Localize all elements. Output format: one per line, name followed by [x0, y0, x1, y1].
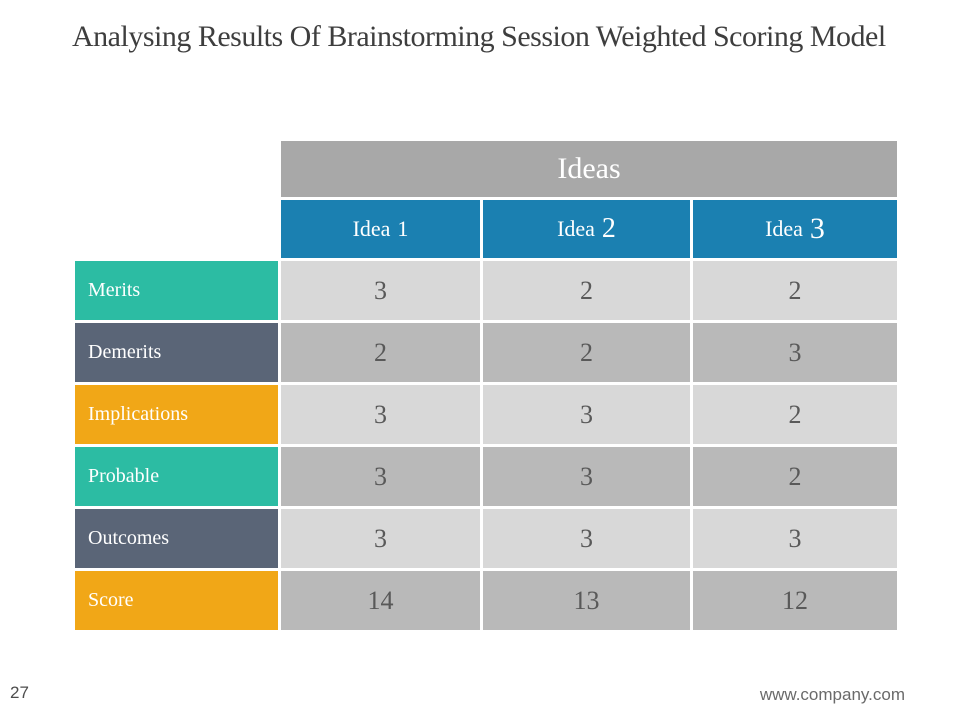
score-cell: 3: [693, 509, 897, 568]
score-cell: 3: [281, 385, 480, 444]
row-label: Probable: [75, 447, 278, 506]
row-label: Demerits: [75, 323, 278, 382]
website-text: www.company.com: [759, 685, 905, 704]
ideas-group-header: Ideas: [281, 141, 897, 197]
score-cell: 13: [483, 571, 690, 630]
score-cell: 12: [693, 571, 897, 630]
row-label: Outcomes: [75, 509, 278, 568]
score-cell: 3: [693, 323, 897, 382]
row-label: Merits: [75, 261, 278, 320]
score-cell: 2: [281, 323, 480, 382]
column-header-number: 2: [601, 213, 616, 244]
weighted-scoring-table: Ideas Idea 1 Idea 2 Idea 3 Merits 3 2 2 …: [75, 141, 897, 630]
score-cell: 3: [281, 261, 480, 320]
column-header-label: Idea: [765, 216, 803, 241]
score-cell: 2: [693, 447, 897, 506]
score-cell: 3: [281, 447, 480, 506]
score-cell: 2: [483, 261, 690, 320]
column-header-label: Idea: [557, 216, 595, 241]
column-header-number: 3: [809, 212, 825, 245]
score-cell: 3: [483, 447, 690, 506]
row-label: Implications: [75, 385, 278, 444]
score-cell: 2: [693, 261, 897, 320]
table-row-spacer: [75, 200, 278, 258]
column-header-label: Idea: [352, 216, 391, 241]
table-corner-spacer: [75, 141, 278, 197]
score-cell: 3: [281, 509, 480, 568]
column-header-idea-1: Idea 1: [281, 200, 480, 258]
score-cell: 3: [483, 509, 690, 568]
score-cell: 2: [483, 323, 690, 382]
column-header-number: 1: [397, 216, 409, 241]
column-header-idea-3: Idea 3: [693, 200, 897, 258]
score-cell: 3: [483, 385, 690, 444]
column-header-idea-2: Idea 2: [483, 200, 690, 258]
score-cell: 2: [693, 385, 897, 444]
page-title: Analysing Results Of Brainstorming Sessi…: [72, 20, 886, 53]
page-number: 27: [10, 683, 29, 702]
score-cell: 14: [281, 571, 480, 630]
row-label: Score: [75, 571, 278, 630]
